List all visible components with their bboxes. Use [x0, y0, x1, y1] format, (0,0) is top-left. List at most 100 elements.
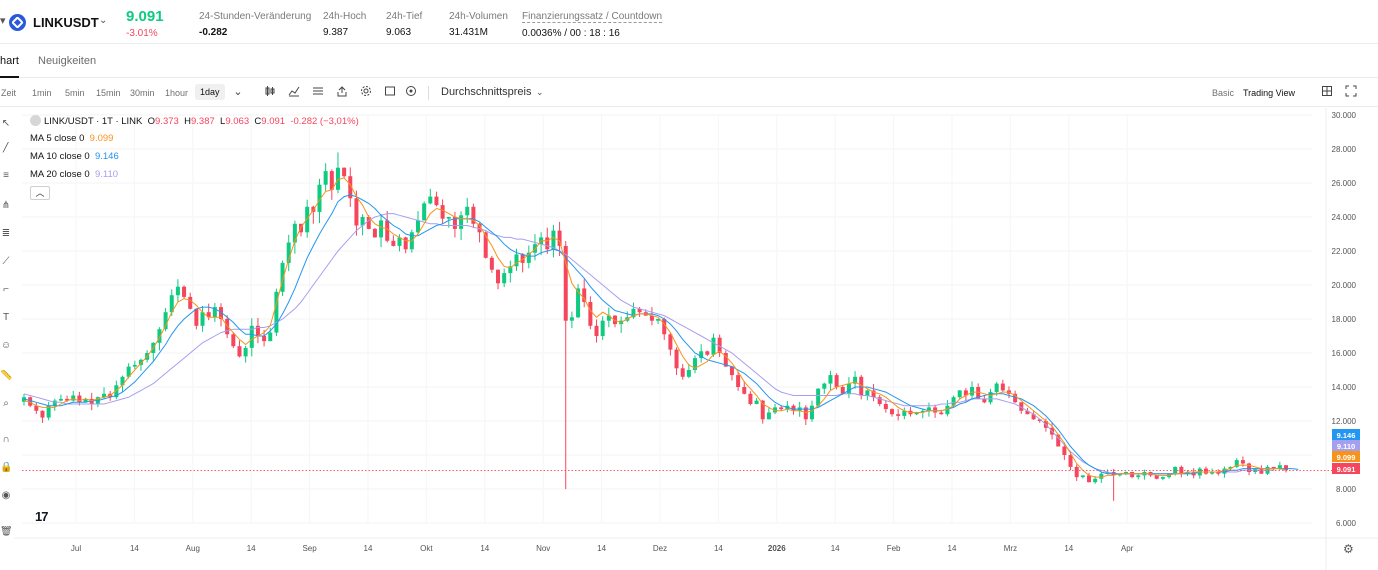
candle-body: [662, 319, 667, 335]
candle-body: [434, 196, 439, 206]
candle-body: [637, 308, 642, 313]
price-axis-label: 9.110: [1337, 442, 1355, 451]
candle-body: [71, 395, 76, 401]
price-axis-label-bg: [1332, 451, 1360, 462]
brush-icon[interactable]: ⌐: [3, 284, 9, 295]
candle-body: [680, 368, 685, 377]
legend-ma20[interactable]: MA 20 close 0 9.110: [30, 169, 359, 187]
legend-ma5[interactable]: MA 5 close 0 9.099: [30, 133, 359, 151]
ruler-icon[interactable]: 📏: [0, 370, 12, 381]
refresh-icon[interactable]: [404, 85, 418, 99]
stat-funding-rate[interactable]: Finanzierungssatz / Countdown 0.0036% / …: [522, 11, 663, 39]
candlestick-icon[interactable]: [263, 85, 277, 99]
square-icon[interactable]: [383, 85, 397, 99]
chevron-down-icon[interactable]: ⌄: [233, 86, 243, 98]
candle-body: [496, 269, 501, 284]
timeframe-1min[interactable]: 1min: [32, 88, 52, 98]
x-tick-label: 14: [831, 544, 840, 553]
candle-body: [212, 307, 217, 318]
ma-value: 9.110: [94, 169, 119, 180]
candle-body: [1136, 475, 1141, 478]
ma20-line: [23, 213, 1274, 475]
horizontal-line-icon[interactable]: ≡: [3, 170, 9, 181]
text-icon[interactable]: T: [2, 312, 10, 323]
timeframe-5min[interactable]: 5min: [65, 88, 85, 98]
x-tick-label: Dez: [653, 544, 667, 553]
y-tick-label: 20.000: [1332, 281, 1357, 290]
pattern-icon[interactable]: ⟋: [2, 256, 10, 267]
candle-body: [1210, 472, 1215, 474]
eye-icon[interactable]: ◉: [1, 490, 11, 501]
candle-body: [1222, 468, 1227, 474]
legend-collapse-button[interactable]: ︿: [30, 186, 50, 200]
candle-body: [576, 288, 581, 318]
lock-icon[interactable]: 🔒: [0, 462, 12, 473]
ma5-line: [23, 177, 1287, 478]
stat-24h-change: 24-Stunden-Veränderung -0.282: [199, 11, 311, 38]
timeframe-30min[interactable]: 30min: [130, 88, 155, 98]
candle-body: [354, 198, 359, 226]
candle-body: [970, 387, 975, 396]
candle-body: [1185, 472, 1190, 474]
timeframe-1hour[interactable]: 1hour: [165, 88, 189, 98]
candle-body: [175, 286, 180, 296]
tab-chart[interactable]: hart: [0, 55, 19, 78]
candle-body: [933, 407, 938, 413]
view-basic-toggle[interactable]: Basic: [1212, 88, 1235, 98]
candle-body: [1105, 472, 1110, 474]
gear-icon[interactable]: [359, 85, 373, 99]
candle-body: [194, 308, 199, 326]
list-icon[interactable]: [311, 85, 325, 99]
candle-body: [114, 385, 119, 398]
last-price: 9.091: [126, 8, 164, 25]
candle-body: [243, 347, 248, 357]
x-tick-label: Apr: [1121, 544, 1134, 553]
candle-body: [803, 407, 808, 420]
timeframe-time[interactable]: Zeit: [1, 88, 17, 98]
magnet-icon[interactable]: ∩: [2, 434, 10, 445]
timeframe-15min[interactable]: 15min: [96, 88, 121, 98]
candle-body: [723, 353, 728, 367]
stat-label[interactable]: Finanzierungssatz / Countdown: [522, 11, 663, 23]
candle-body: [126, 366, 131, 377]
smiley-icon[interactable]: ☺: [0, 340, 12, 351]
price-chart[interactable]: 30.000 28.000 26.000 24.000 22.000 20.000 18.0…: [14, 108, 1378, 570]
candle-body: [415, 220, 420, 233]
fib-icon[interactable]: ≣: [1, 228, 11, 239]
share-icon[interactable]: [335, 85, 349, 99]
layout-icon[interactable]: [1320, 85, 1334, 99]
candle-body: [1123, 472, 1128, 474]
legend-ma10[interactable]: MA 10 close 0 9.146: [30, 151, 359, 169]
symbol-selector[interactable]: LINKUSDT: [33, 15, 99, 30]
price-type-dropdown[interactable]: Durchschnittspreis: [441, 86, 532, 98]
candle-body: [890, 409, 895, 415]
candle-body: [766, 412, 771, 420]
candle-body: [1271, 466, 1276, 469]
candle-body: [21, 397, 27, 402]
candle-body: [600, 320, 605, 336]
cursor-icon[interactable]: ↖: [1, 118, 11, 129]
view-tradingview-toggle[interactable]: Trading View: [1243, 88, 1296, 98]
candle-body: [926, 407, 931, 411]
trash-icon[interactable]: 🗑: [0, 526, 12, 537]
indicator-icon[interactable]: [287, 85, 301, 99]
chevron-down-icon[interactable]: ▾: [0, 15, 6, 27]
x-tick-label: 14: [480, 544, 489, 553]
candle-body: [1062, 446, 1067, 455]
candle-body: [403, 237, 408, 250]
gear-icon[interactable]: ⚙: [1343, 542, 1354, 556]
fullscreen-icon[interactable]: [1344, 85, 1358, 99]
zoom-icon[interactable]: ⌕: [3, 398, 9, 409]
candle-body: [329, 171, 334, 190]
pitchfork-icon[interactable]: ⋔: [1, 200, 11, 211]
candle-body: [883, 404, 888, 410]
y-tick-label: 12.000: [1332, 417, 1357, 426]
tab-news[interactable]: Neuigkeiten: [38, 55, 97, 67]
candle-body: [465, 206, 470, 216]
candle-body: [649, 315, 654, 321]
timeframe-1day[interactable]: 1day: [195, 84, 225, 100]
x-tick-label: Jul: [71, 544, 81, 553]
trendline-icon[interactable]: ╱: [2, 142, 10, 153]
chevron-down-icon[interactable]: ⌄: [536, 87, 544, 97]
chevron-down-icon[interactable]: ⌄: [99, 15, 108, 26]
